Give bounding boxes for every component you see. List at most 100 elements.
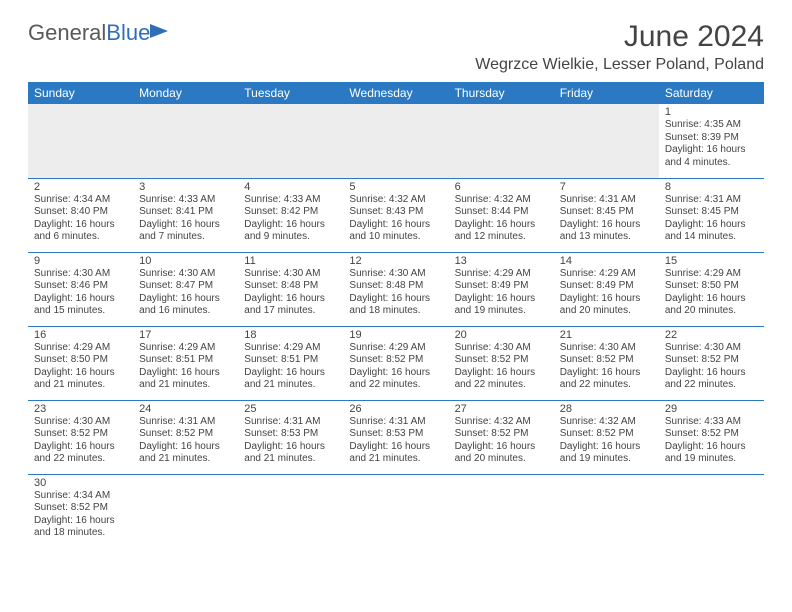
calendar-header-row: SundayMondayTuesdayWednesdayThursdayFrid… [28, 82, 764, 104]
day-info-daylight2: and 17 minutes. [244, 305, 337, 318]
day-info-daylight2: and 22 minutes. [34, 453, 127, 466]
day-info-sunset: Sunset: 8:40 PM [34, 206, 127, 219]
calendar-cell: 3Sunrise: 4:33 AMSunset: 8:41 PMDaylight… [133, 178, 238, 252]
day-info-sunrise: Sunrise: 4:35 AM [665, 119, 758, 132]
calendar-cell: 28Sunrise: 4:32 AMSunset: 8:52 PMDayligh… [554, 400, 659, 474]
day-info-daylight1: Daylight: 16 hours [560, 219, 653, 232]
logo-text: GeneralBlue [28, 20, 150, 46]
logo-part1: General [28, 20, 106, 45]
day-info-sunset: Sunset: 8:53 PM [244, 428, 337, 441]
day-number: 2 [34, 181, 127, 193]
logo: GeneralBlue [28, 20, 168, 46]
day-info-daylight2: and 6 minutes. [34, 231, 127, 244]
day-info-daylight2: and 21 minutes. [34, 379, 127, 392]
day-info-sunrise: Sunrise: 4:32 AM [455, 194, 548, 207]
day-info-daylight1: Daylight: 16 hours [34, 367, 127, 380]
day-info-sunrise: Sunrise: 4:31 AM [560, 194, 653, 207]
day-info-daylight2: and 22 minutes. [455, 379, 548, 392]
day-info-daylight2: and 20 minutes. [665, 305, 758, 318]
calendar-table: SundayMondayTuesdayWednesdayThursdayFrid… [28, 82, 764, 548]
calendar-cell-blank [343, 474, 448, 548]
day-number: 22 [665, 329, 758, 341]
day-info-sunset: Sunset: 8:45 PM [665, 206, 758, 219]
day-info-daylight1: Daylight: 16 hours [665, 293, 758, 306]
day-info-daylight2: and 16 minutes. [139, 305, 232, 318]
calendar-cell: 22Sunrise: 4:30 AMSunset: 8:52 PMDayligh… [659, 326, 764, 400]
calendar-cell: 20Sunrise: 4:30 AMSunset: 8:52 PMDayligh… [449, 326, 554, 400]
day-info-daylight2: and 22 minutes. [560, 379, 653, 392]
day-info-daylight1: Daylight: 16 hours [349, 441, 442, 454]
day-number: 17 [139, 329, 232, 341]
day-info-sunset: Sunset: 8:42 PM [244, 206, 337, 219]
day-info-sunset: Sunset: 8:48 PM [244, 280, 337, 293]
calendar-cell-blank [133, 104, 238, 178]
day-info-sunrise: Sunrise: 4:31 AM [665, 194, 758, 207]
day-info-sunset: Sunset: 8:49 PM [455, 280, 548, 293]
day-info-sunset: Sunset: 8:52 PM [665, 428, 758, 441]
day-info-sunset: Sunset: 8:52 PM [34, 428, 127, 441]
day-info-daylight1: Daylight: 16 hours [455, 441, 548, 454]
location-text: Wegrzce Wielkie, Lesser Poland, Poland [475, 56, 764, 74]
calendar-cell-blank [554, 104, 659, 178]
calendar-cell-blank [449, 104, 554, 178]
calendar-cell: 2Sunrise: 4:34 AMSunset: 8:40 PMDaylight… [28, 178, 133, 252]
calendar-cell: 12Sunrise: 4:30 AMSunset: 8:48 PMDayligh… [343, 252, 448, 326]
day-info-sunrise: Sunrise: 4:32 AM [349, 194, 442, 207]
day-info-sunrise: Sunrise: 4:30 AM [665, 342, 758, 355]
day-info-sunset: Sunset: 8:46 PM [34, 280, 127, 293]
day-info-daylight1: Daylight: 16 hours [244, 219, 337, 232]
calendar-cell: 18Sunrise: 4:29 AMSunset: 8:51 PMDayligh… [238, 326, 343, 400]
calendar-cell: 1Sunrise: 4:35 AMSunset: 8:39 PMDaylight… [659, 104, 764, 178]
day-number: 18 [244, 329, 337, 341]
day-number: 5 [349, 181, 442, 193]
day-info-sunset: Sunset: 8:52 PM [560, 428, 653, 441]
day-info-sunset: Sunset: 8:52 PM [665, 354, 758, 367]
title-block: June 2024 Wegrzce Wielkie, Lesser Poland… [475, 20, 764, 74]
day-info-daylight2: and 19 minutes. [455, 305, 548, 318]
day-number: 20 [455, 329, 548, 341]
day-info-sunrise: Sunrise: 4:31 AM [139, 416, 232, 429]
day-info-daylight2: and 15 minutes. [34, 305, 127, 318]
day-info-daylight1: Daylight: 16 hours [455, 367, 548, 380]
day-info-sunset: Sunset: 8:52 PM [139, 428, 232, 441]
day-info-daylight2: and 19 minutes. [665, 453, 758, 466]
calendar-cell-blank [28, 104, 133, 178]
calendar-cell: 21Sunrise: 4:30 AMSunset: 8:52 PMDayligh… [554, 326, 659, 400]
calendar-cell: 23Sunrise: 4:30 AMSunset: 8:52 PMDayligh… [28, 400, 133, 474]
day-info-daylight2: and 10 minutes. [349, 231, 442, 244]
day-number: 11 [244, 255, 337, 267]
day-info-sunrise: Sunrise: 4:29 AM [349, 342, 442, 355]
day-info-daylight2: and 12 minutes. [455, 231, 548, 244]
day-info-sunset: Sunset: 8:50 PM [34, 354, 127, 367]
day-info-daylight2: and 7 minutes. [139, 231, 232, 244]
day-info-sunset: Sunset: 8:51 PM [139, 354, 232, 367]
weekday-header: Sunday [28, 82, 133, 104]
calendar-cell: 16Sunrise: 4:29 AMSunset: 8:50 PMDayligh… [28, 326, 133, 400]
day-info-sunset: Sunset: 8:43 PM [349, 206, 442, 219]
day-info-sunset: Sunset: 8:53 PM [349, 428, 442, 441]
day-info-sunset: Sunset: 8:45 PM [560, 206, 653, 219]
day-info-sunrise: Sunrise: 4:33 AM [139, 194, 232, 207]
triangle-icon [150, 24, 168, 38]
day-number: 30 [34, 477, 127, 489]
day-info-daylight1: Daylight: 16 hours [34, 293, 127, 306]
day-number: 23 [34, 403, 127, 415]
calendar-cell-blank [659, 474, 764, 548]
day-info-sunset: Sunset: 8:47 PM [139, 280, 232, 293]
calendar-cell: 30Sunrise: 4:34 AMSunset: 8:52 PMDayligh… [28, 474, 133, 548]
weekday-header: Tuesday [238, 82, 343, 104]
calendar-cell: 14Sunrise: 4:29 AMSunset: 8:49 PMDayligh… [554, 252, 659, 326]
calendar-cell: 25Sunrise: 4:31 AMSunset: 8:53 PMDayligh… [238, 400, 343, 474]
day-info-daylight1: Daylight: 16 hours [34, 515, 127, 528]
day-info-sunrise: Sunrise: 4:33 AM [665, 416, 758, 429]
day-info-sunrise: Sunrise: 4:30 AM [244, 268, 337, 281]
day-info-daylight1: Daylight: 16 hours [139, 367, 232, 380]
day-info-daylight1: Daylight: 16 hours [560, 441, 653, 454]
day-info-daylight2: and 21 minutes. [139, 379, 232, 392]
weekday-header: Friday [554, 82, 659, 104]
day-info-daylight1: Daylight: 16 hours [139, 219, 232, 232]
day-info-daylight1: Daylight: 16 hours [665, 219, 758, 232]
day-info-daylight2: and 14 minutes. [665, 231, 758, 244]
weekday-header: Monday [133, 82, 238, 104]
day-number: 29 [665, 403, 758, 415]
